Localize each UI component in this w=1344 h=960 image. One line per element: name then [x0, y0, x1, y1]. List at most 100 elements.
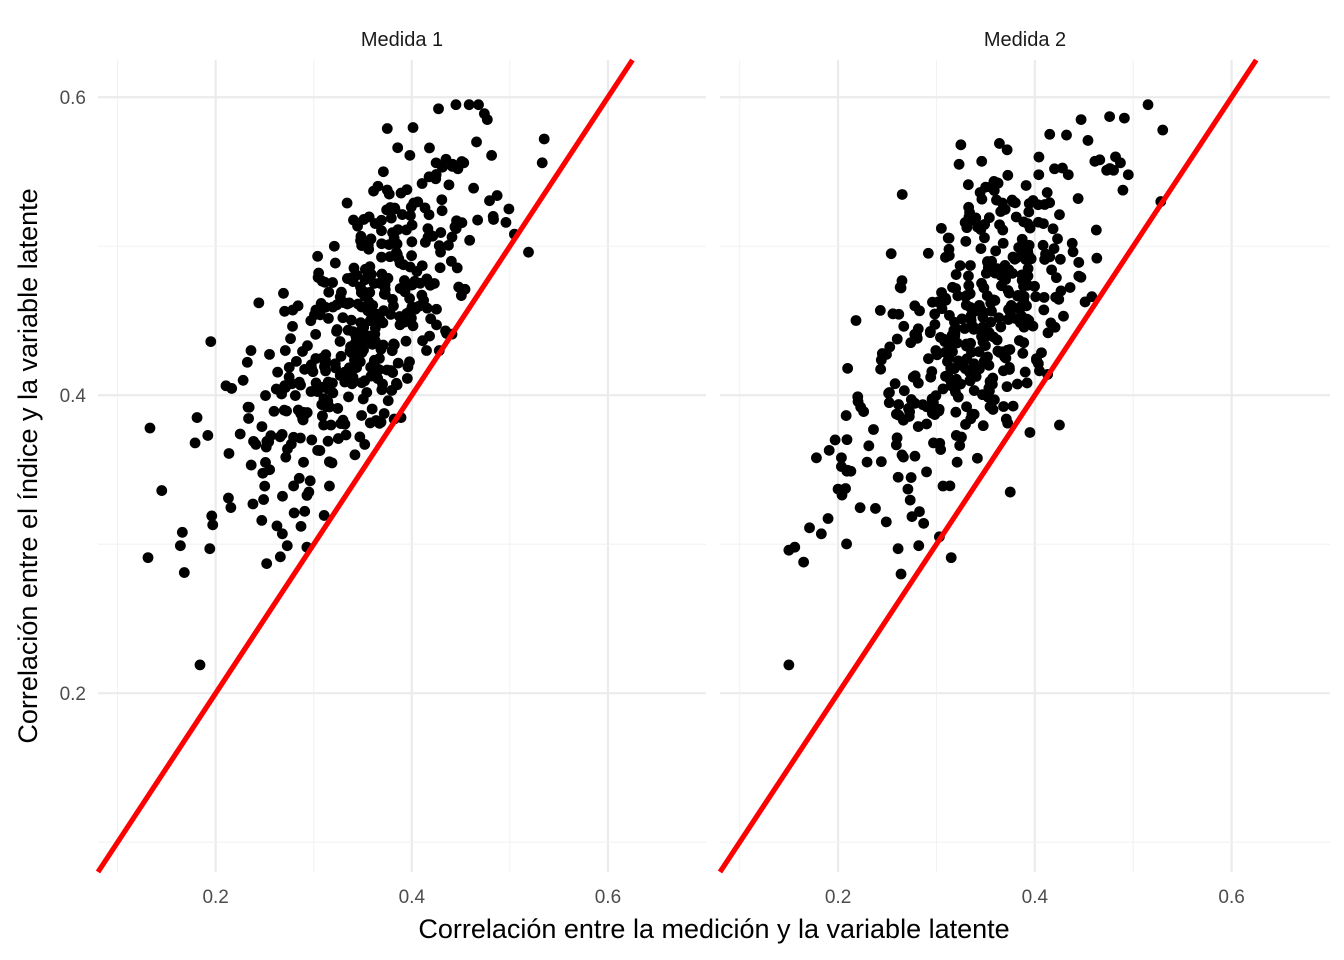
data-point [243, 413, 254, 424]
data-point [285, 438, 297, 450]
y-tick-label: 0.6 [60, 88, 86, 109]
facet-title-medida-1: Medida 1 [361, 29, 443, 51]
data-point [892, 471, 904, 483]
gridlines [720, 60, 1330, 872]
data-point [904, 406, 916, 418]
data-point [959, 363, 971, 375]
data-point [406, 219, 418, 231]
data-point [356, 347, 368, 358]
x-tick-label: 0.4 [399, 887, 426, 908]
data-point [1017, 347, 1029, 359]
data-point [259, 480, 271, 492]
data-point [1072, 193, 1084, 204]
data-point [952, 290, 964, 302]
data-point [378, 408, 390, 419]
data-point [355, 235, 366, 247]
data-point [319, 361, 330, 373]
data-point [270, 383, 282, 395]
data-point [345, 347, 357, 358]
data-point [378, 305, 390, 317]
data-point [1094, 154, 1106, 166]
data-point [248, 435, 259, 447]
data-point [473, 99, 484, 111]
data-point [1061, 129, 1072, 141]
data-point [789, 541, 801, 553]
data-point [1052, 233, 1063, 245]
data-point [345, 314, 357, 326]
data-point [355, 317, 367, 329]
data-point [234, 428, 246, 440]
data-point [258, 494, 270, 505]
data-point [312, 271, 324, 283]
data-point [395, 187, 407, 199]
data-point [332, 403, 344, 414]
data-point [976, 331, 987, 342]
data-point [1016, 310, 1028, 322]
data-point [947, 281, 958, 293]
data-point [921, 466, 932, 478]
data-point [896, 275, 908, 287]
data-point [289, 390, 301, 401]
data-point [279, 305, 290, 317]
data-point [940, 292, 951, 304]
data-point [285, 333, 296, 345]
data-point [310, 304, 322, 316]
data-point [253, 297, 265, 309]
data-point [276, 428, 288, 440]
data-point [868, 424, 879, 435]
data-point [484, 195, 495, 207]
data-point [500, 217, 512, 228]
data-point [951, 456, 963, 468]
data-point [417, 335, 428, 347]
data-point [391, 377, 402, 389]
data-point [1082, 135, 1094, 146]
data-point [1075, 271, 1087, 283]
data-point [381, 184, 393, 196]
data-point [874, 305, 886, 316]
data-point [909, 328, 921, 340]
data-point [840, 483, 851, 494]
data-point [949, 316, 960, 328]
data-point [942, 370, 954, 382]
y-tick-label: 0.2 [60, 684, 86, 705]
data-point [968, 323, 980, 335]
data-point [260, 457, 271, 468]
data-point [953, 378, 965, 389]
data-point [279, 345, 291, 356]
data-point [456, 156, 468, 167]
data-point [178, 567, 190, 578]
data-point [324, 401, 335, 413]
data-point [446, 231, 458, 243]
data-point [981, 290, 993, 302]
data-point [1118, 112, 1130, 124]
data-point [377, 166, 389, 178]
data-point [450, 99, 462, 111]
data-point [968, 385, 980, 396]
data-point [347, 326, 359, 338]
data-point [921, 418, 933, 430]
data-point [984, 376, 996, 387]
data-point [468, 182, 479, 194]
data-point [256, 421, 268, 433]
data-point [891, 333, 903, 345]
data-point [978, 355, 990, 367]
data-point [913, 540, 925, 552]
data-point [1157, 124, 1169, 136]
data-point [435, 246, 446, 258]
data-point [896, 449, 908, 461]
data-point [422, 231, 434, 243]
data-point [1054, 253, 1066, 265]
data-point [858, 406, 870, 418]
data-point [364, 417, 376, 429]
data-point [953, 158, 965, 170]
data-point [1091, 252, 1103, 264]
data-point [256, 514, 268, 526]
data-point [1003, 303, 1014, 315]
data-point [927, 296, 938, 308]
data-point [840, 410, 852, 421]
identity-line [95, 58, 635, 874]
data-point [392, 357, 404, 369]
x-axis-title: Correlación entre la medición y la varia… [418, 914, 1009, 944]
data-point [435, 227, 447, 238]
data-point [385, 365, 397, 376]
